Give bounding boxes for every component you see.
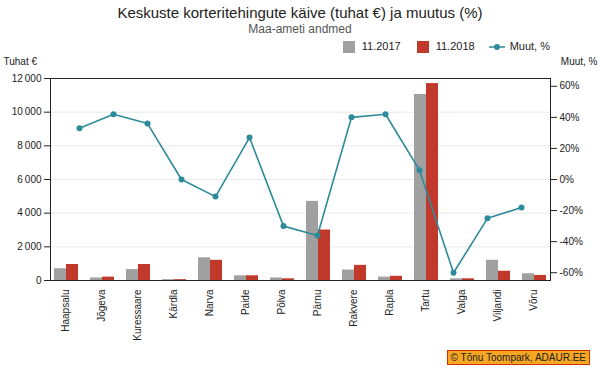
svg-text:-40%: -40% xyxy=(560,236,583,247)
html-text:© Tõnu Toompark, ADAUR.EE: © Tõnu Toompark, ADAUR.EE xyxy=(450,352,586,363)
svg-text:Kuressaare: Kuressaare xyxy=(132,289,143,341)
svg-text:Paide: Paide xyxy=(240,289,251,315)
svg-text:10 000: 10 000 xyxy=(12,106,42,117)
svg-text:40%: 40% xyxy=(560,112,580,123)
svg-text:-60%: -60% xyxy=(560,267,583,278)
html-text:Keskuste korteritehingute käiv: Keskuste korteritehingute käive (tuhat €… xyxy=(117,4,483,21)
html-text:11.2017: 11.2017 xyxy=(361,40,401,52)
svg-text:Viljandi: Viljandi xyxy=(492,290,503,322)
svg-text:20%: 20% xyxy=(560,143,580,154)
html-text:11.2018: 11.2018 xyxy=(435,40,475,52)
svg-text:Narva: Narva xyxy=(204,289,215,316)
svg-text:Rakvere: Rakvere xyxy=(348,289,359,327)
svg-text:0: 0 xyxy=(36,275,42,286)
html-text:Maa-ameti andmed: Maa-ameti andmed xyxy=(248,22,352,36)
svg-text:8 000: 8 000 xyxy=(17,140,42,151)
svg-text:6 000: 6 000 xyxy=(17,174,42,185)
svg-text:Muut, %: Muut, % xyxy=(561,56,598,67)
svg-text:Pärnu: Pärnu xyxy=(312,290,323,317)
svg-text:Jõgeva: Jõgeva xyxy=(96,289,107,322)
html-text:Muut, %: Muut, % xyxy=(509,40,550,52)
svg-text:-20%: -20% xyxy=(560,205,583,216)
svg-text:Tartu: Tartu xyxy=(420,290,431,312)
svg-text:Haapsalu: Haapsalu xyxy=(60,290,71,332)
svg-text:0%: 0% xyxy=(560,174,575,185)
svg-text:60%: 60% xyxy=(560,80,580,91)
svg-text:4 000: 4 000 xyxy=(17,207,42,218)
svg-text:Kärdla: Kärdla xyxy=(168,289,179,318)
svg-text:12 000: 12 000 xyxy=(12,73,42,84)
svg-text:2 000: 2 000 xyxy=(17,241,42,252)
svg-text:Valga: Valga xyxy=(456,289,467,314)
svg-text:Rapla: Rapla xyxy=(384,289,395,316)
svg-text:Põlva: Põlva xyxy=(276,289,287,314)
svg-text:Tuhat €: Tuhat € xyxy=(4,56,38,67)
svg-text:Võru: Võru xyxy=(528,290,539,311)
